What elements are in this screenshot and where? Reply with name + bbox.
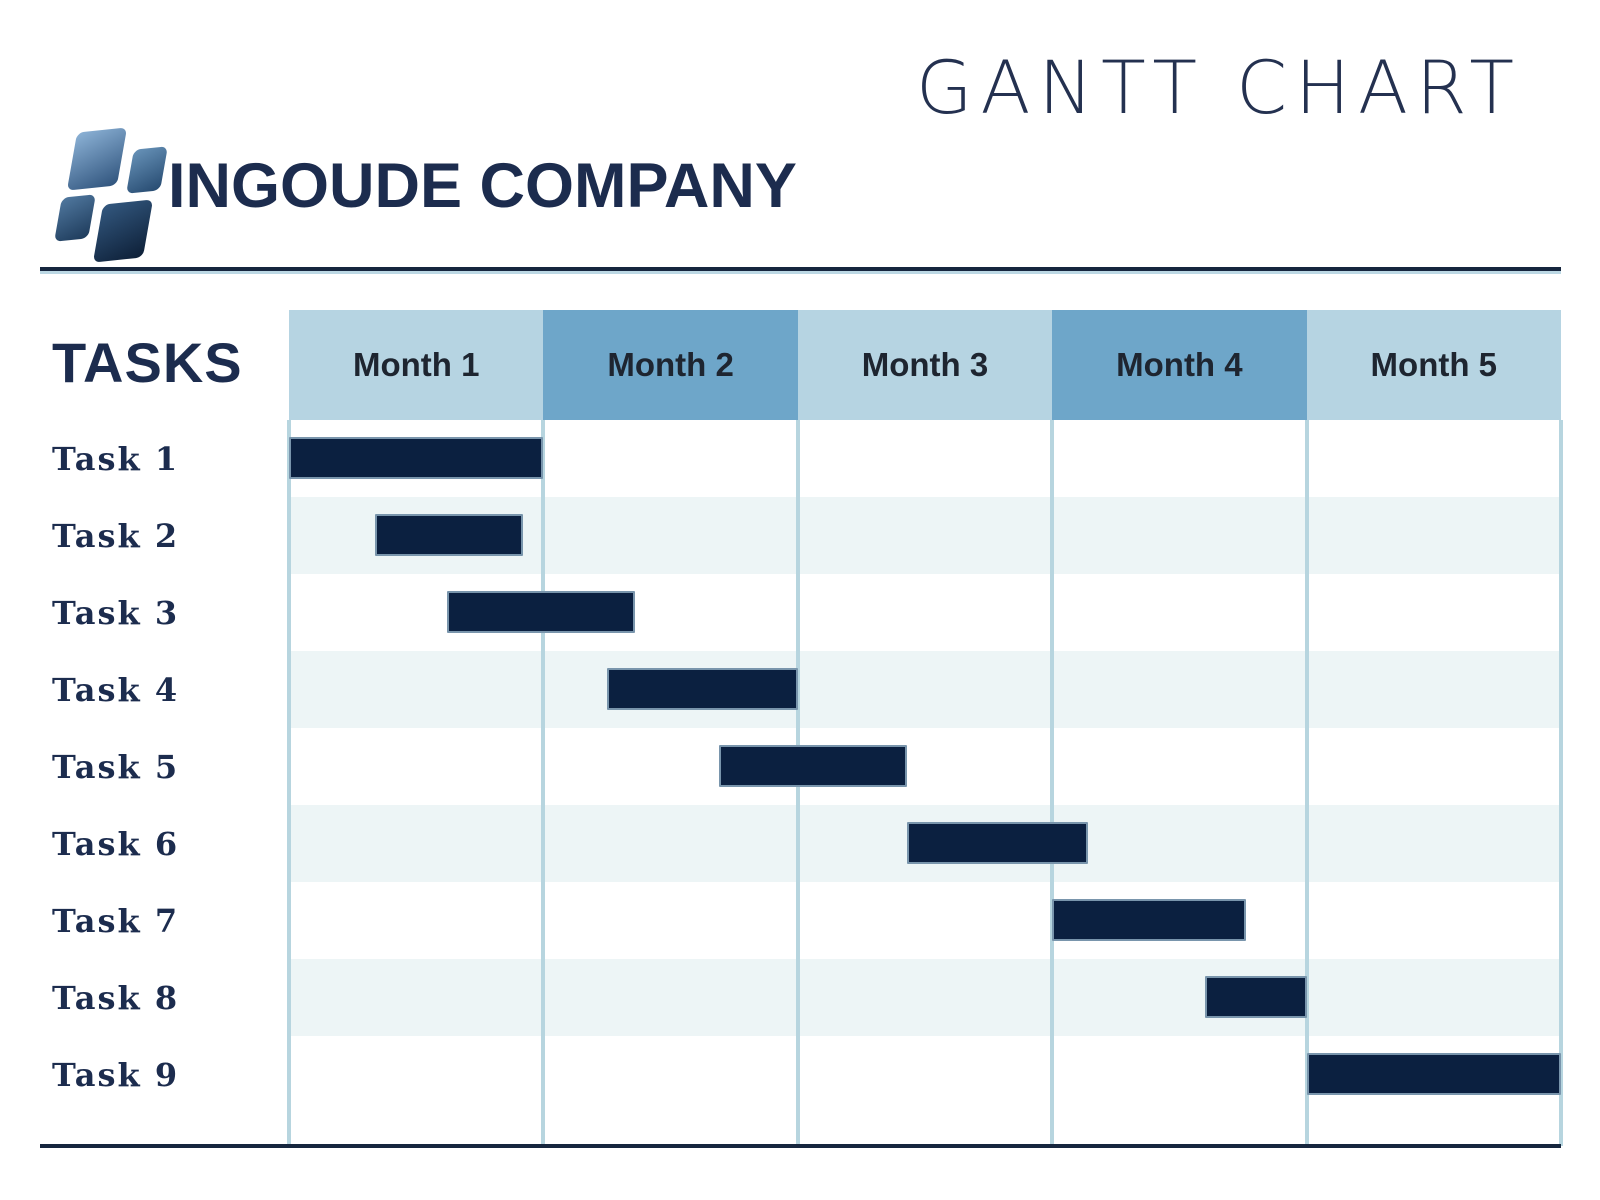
company-logo <box>54 127 186 263</box>
task-bar-1 <box>289 437 544 479</box>
logo-tile <box>54 194 96 242</box>
month-header-1: Month 1 <box>289 310 544 420</box>
task-row-label: Task 8 <box>52 978 180 1017</box>
month-gridline <box>1304 420 1309 1146</box>
month-gridline <box>541 420 546 1146</box>
month-header-5: Month 5 <box>1306 310 1561 420</box>
task-bar-2 <box>375 514 524 556</box>
month-gridline <box>1559 420 1563 1146</box>
task-bar-7 <box>1052 899 1246 941</box>
month-header-2: Month 2 <box>543 310 798 420</box>
page-title: GANTT CHART <box>915 46 1522 131</box>
task-bar-4 <box>607 668 798 710</box>
company-name: INGOUDE COMPANY <box>168 151 797 221</box>
logo-tile <box>126 146 168 194</box>
task-bar-9 <box>1306 1053 1561 1095</box>
row-stripe <box>289 882 1561 959</box>
logo-tile <box>66 127 128 191</box>
row-stripe <box>289 728 1561 805</box>
task-bar-8 <box>1204 976 1307 1018</box>
task-row-label: Task 1 <box>52 439 180 478</box>
bottom-divider <box>40 1144 1561 1148</box>
month-header-4: Month 4 <box>1052 310 1307 420</box>
task-row-label: Task 5 <box>52 747 180 786</box>
row-stripe <box>289 651 1561 728</box>
month-header-3: Month 3 <box>797 310 1053 420</box>
month-gridline <box>287 420 291 1146</box>
task-bar-3 <box>446 591 635 633</box>
task-row-label: Task 7 <box>52 901 180 940</box>
task-bar-5 <box>718 745 908 787</box>
task-row-label: Task 4 <box>52 670 180 709</box>
task-row-label: Task 2 <box>52 516 180 555</box>
month-gridline <box>1050 420 1055 1146</box>
task-bar-6 <box>907 822 1088 864</box>
task-row-label: Task 9 <box>52 1055 180 1094</box>
row-stripe <box>289 959 1561 1036</box>
tasks-column-header: TASKS <box>52 331 243 394</box>
logo-tile <box>92 199 154 263</box>
task-row-label: Task 6 <box>52 824 180 863</box>
task-row-label: Task 3 <box>52 593 180 632</box>
top-divider <box>40 267 1561 271</box>
